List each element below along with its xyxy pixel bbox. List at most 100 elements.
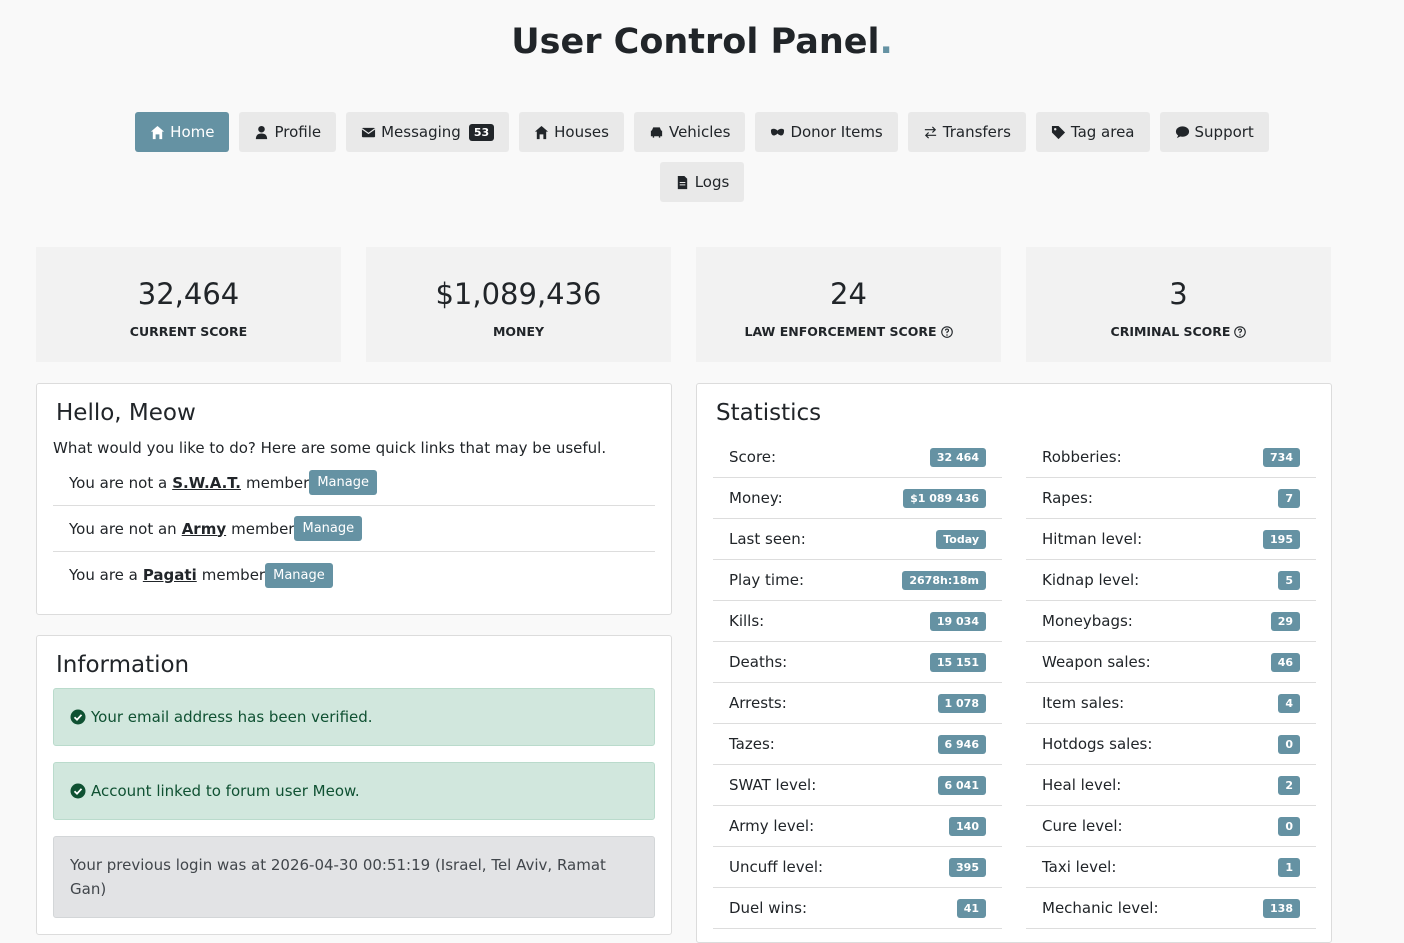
help-icon[interactable] — [940, 325, 953, 338]
information-panel: Information Your email address has been v… — [36, 635, 672, 935]
panel-title: Information — [56, 652, 190, 678]
card-value: 32,464 — [137, 277, 240, 311]
stat-row: Hotdogs sales: 0 — [1026, 724, 1316, 765]
hello-panel: Hello, Meow What would you like to do? He… — [36, 383, 672, 615]
stat-row: Last seen: Today — [713, 519, 1002, 560]
stat-label: Play time: — [729, 571, 804, 589]
nav-label: Messaging — [381, 123, 461, 141]
icon — [1175, 125, 1189, 138]
stat-label: Deaths: — [729, 653, 788, 671]
stat-card: 3 CRIMINAL SCORE — [1026, 247, 1331, 362]
stat-card: $1,089,436 MONEY — [366, 247, 671, 362]
stat-row: Moneybags: 29 — [1026, 601, 1316, 642]
membership-link[interactable]: Pagati — [142, 566, 197, 584]
membership-prefix: You are a — [69, 566, 138, 584]
icon — [256, 125, 268, 139]
stat-row: Cure level: 0 — [1026, 806, 1316, 847]
stat-badge: 1 078 — [937, 693, 986, 713]
nav-button[interactable]: Profile — [239, 112, 337, 152]
stat-label: Moneybags: — [1042, 612, 1133, 630]
nav-button[interactable]: Logs — [659, 162, 745, 202]
stat-label: Weapon sales: — [1042, 653, 1151, 671]
nav-button[interactable]: Home — [135, 112, 230, 152]
stat-row: Tazes: 6 946 — [713, 724, 1002, 765]
stat-label: Uncuff level: — [729, 858, 824, 876]
stat-label: Kidnap level: — [1042, 571, 1140, 589]
membership-suffix: member — [245, 473, 310, 492]
stat-badge: 46 — [1270, 652, 1300, 672]
nav-label: Transfers — [942, 123, 1011, 141]
card-value: 3 — [1169, 277, 1188, 311]
nav-label: Tag area — [1070, 123, 1135, 141]
card-label-text: LAW ENFORCEMENT SCORE — [744, 324, 937, 339]
nav-button[interactable]: Support — [1159, 112, 1269, 152]
nav-label: Donor Items — [790, 123, 883, 141]
membership-link[interactable]: Army — [181, 519, 227, 538]
membership-prefix: You are not an — [69, 519, 177, 538]
nav-row: Home Profile Messaging 53 Houses Vehicles Dono… — [0, 112, 1404, 152]
icon — [677, 175, 687, 189]
stat-label: Last seen: — [729, 530, 806, 548]
nav-button[interactable]: Donor Items — [755, 112, 898, 152]
card-label-text: MONEY — [492, 324, 545, 339]
nav-label: Home — [170, 123, 215, 141]
icon — [151, 125, 165, 139]
card-value: $1,089,436 — [435, 277, 602, 311]
membership-suffix: member — [231, 519, 295, 538]
nav-button[interactable]: Transfers — [907, 112, 1026, 152]
alert: Your email address has been verified. — [53, 688, 655, 746]
card-label-text: CRIMINAL SCORE — [1110, 324, 1231, 339]
nav-label: Vehicles — [668, 123, 731, 141]
stat-label: Hotdogs sales: — [1042, 735, 1153, 753]
icon — [1051, 125, 1065, 139]
card-value: 24 — [830, 277, 867, 311]
manage-button[interactable]: Manage — [294, 516, 363, 541]
stat-row: SWAT level: 6 041 — [713, 765, 1002, 806]
icon — [535, 125, 549, 139]
stat-label: Duel wins: — [729, 899, 808, 917]
stat-row: Kidnap level: 5 — [1026, 560, 1316, 601]
nav-label: Logs — [694, 173, 730, 191]
stat-badge: 29 — [1270, 611, 1300, 631]
stat-label: Tazes: — [729, 735, 775, 753]
stat-card: 32,464 CURRENT SCORE — [36, 247, 341, 362]
nav-button[interactable]: Houses — [519, 112, 624, 152]
stat-badge: 4 — [1278, 693, 1300, 713]
stat-badge: 138 — [1263, 898, 1300, 918]
stat-badge: 6 041 — [937, 775, 986, 795]
stat-row: Taxi level: 1 — [1026, 847, 1316, 888]
manage-button[interactable]: Manage — [265, 562, 333, 588]
stat-label: SWAT level: — [729, 776, 817, 794]
stat-row: Arrests: 1 078 — [713, 683, 1002, 724]
stat-badge: 2678h:18m — [902, 570, 986, 590]
manage-button[interactable]: Manage — [309, 470, 377, 495]
alert-text: Account linked to forum user Meow. — [91, 782, 360, 800]
icon — [650, 126, 663, 138]
alert: Account linked to forum user Meow. — [53, 762, 655, 820]
icon — [771, 128, 785, 135]
nav-button[interactable]: Messaging 53 — [346, 112, 510, 152]
nav-button[interactable]: Tag area — [1035, 112, 1150, 152]
membership-row: You are not a S.W.A.T. member Manage — [53, 460, 655, 506]
stat-row: Uncuff level: 395 — [713, 847, 1002, 888]
stat-badge: 19 034 — [929, 611, 986, 631]
stat-label: Heal level: — [1042, 776, 1122, 794]
help-icon[interactable] — [1234, 325, 1247, 338]
intro-text: What would you like to do? Here are some… — [53, 439, 607, 457]
stat-label: Taxi level: — [1042, 858, 1117, 876]
membership-link[interactable]: S.W.A.T. — [172, 473, 241, 492]
stat-row: Item sales: 4 — [1026, 683, 1316, 724]
nav-badge: 53 — [468, 123, 495, 141]
stat-badge: 2 — [1278, 775, 1300, 795]
nav-label: Support — [1194, 123, 1254, 141]
stat-row: Deaths: 15 151 — [713, 642, 1002, 683]
stat-badge: 0 — [1278, 816, 1300, 836]
stat-badge: 32 464 — [929, 447, 986, 467]
stat-row: Score: 32 464 — [713, 437, 1002, 478]
stat-label: Item sales: — [1042, 694, 1125, 712]
stat-label: Money: — [729, 489, 783, 507]
nav-button[interactable]: Vehicles — [633, 112, 746, 152]
stat-badge: 7 — [1278, 488, 1300, 508]
icon — [924, 125, 936, 139]
alert-text: Your email address has been verified. — [91, 708, 373, 726]
